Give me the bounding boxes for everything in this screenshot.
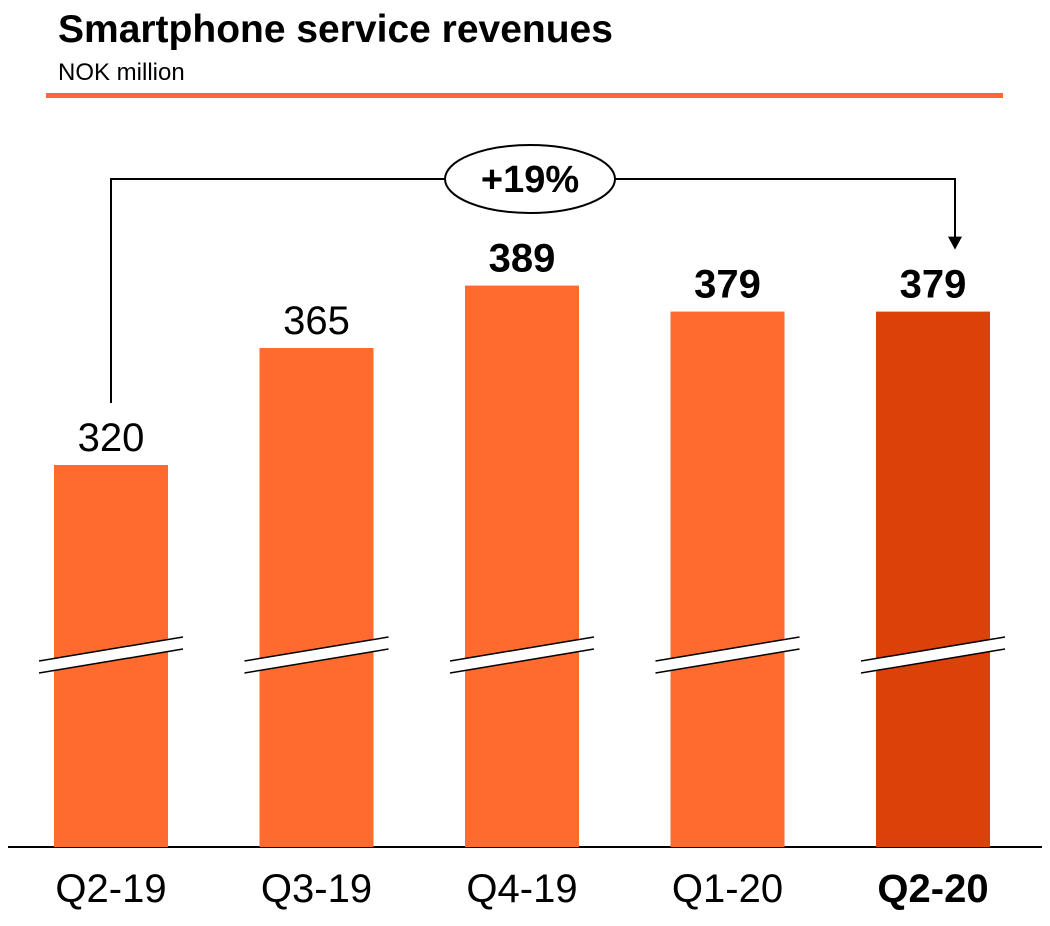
axis-break-line <box>655 636 800 662</box>
axis-break-gap <box>450 637 594 673</box>
bar-Q3-19 <box>259 348 374 847</box>
axis-break-line <box>38 648 184 674</box>
category-label: Q4-19 <box>466 867 577 911</box>
axis-break-line <box>449 636 595 662</box>
axis-break-line <box>244 636 389 662</box>
growth-badge <box>444 144 616 214</box>
axis-break-line <box>449 648 595 674</box>
axis-break-line <box>860 648 1006 674</box>
bar-Q1-20 <box>670 311 785 848</box>
axis-break-line <box>860 636 1006 662</box>
axis-break-gap <box>39 637 183 673</box>
value-label: 379 <box>694 263 761 307</box>
category-label: Q1-20 <box>672 867 783 911</box>
value-label: 320 <box>78 416 145 460</box>
value-label: 379 <box>900 263 967 307</box>
bar-Q2-20 <box>876 311 990 848</box>
value-label: 389 <box>489 237 556 281</box>
axis-break-line <box>655 648 800 674</box>
title-divider <box>46 93 1003 98</box>
growth-arrowhead <box>948 236 962 250</box>
chart-title: Smartphone service revenues <box>58 8 613 51</box>
axis-break-gap <box>244 637 389 673</box>
growth-label: +19% <box>481 159 579 201</box>
value-label: 365 <box>283 299 350 343</box>
axis-break-gap <box>861 637 1005 673</box>
category-label: Q2-19 <box>55 867 166 911</box>
axis-break-line <box>244 648 389 674</box>
chart-subtitle: NOK million <box>58 59 185 86</box>
axis-break-line <box>38 636 184 662</box>
category-label: Q2-20 <box>877 867 988 911</box>
category-label: Q3-19 <box>261 867 372 911</box>
bar-Q4-19 <box>465 285 579 848</box>
axis-break-gap <box>655 637 800 673</box>
